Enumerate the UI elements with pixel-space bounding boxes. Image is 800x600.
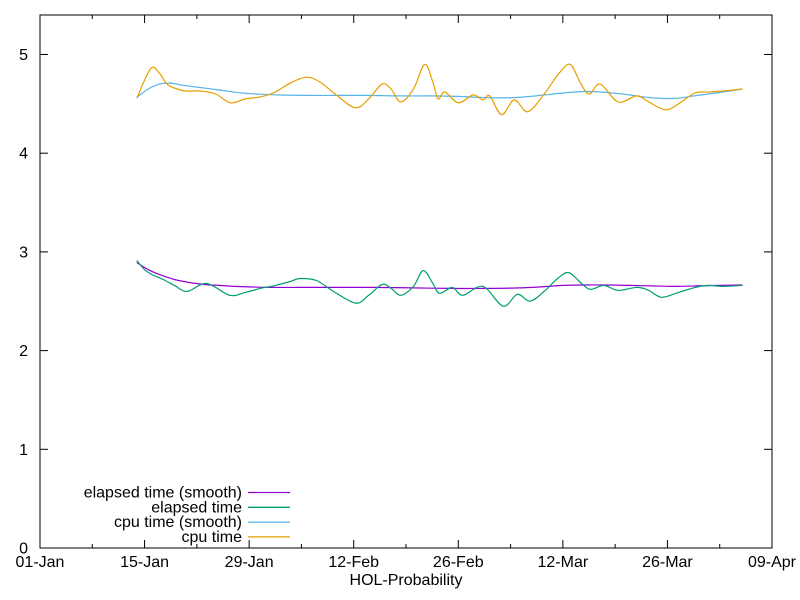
y-tick-label: 0 [19,541,28,558]
legend-label: elapsed time [151,499,242,516]
y-tick-label: 5 [19,47,28,64]
y-tick-label: 1 [19,442,28,459]
legend-label: cpu time (smooth) [114,514,242,531]
legend-label: elapsed time (smooth) [84,485,242,502]
x-tick-label: 12-Feb [328,554,379,571]
y-tick-label: 4 [19,146,28,163]
x-axis-title: HOL-Probability [349,572,463,589]
y-tick-label: 3 [19,244,28,261]
x-tick-label: 29-Jan [225,554,274,571]
series-line-elapsed-time [136,260,743,307]
legend-label: cpu time [182,529,243,546]
plot-border [39,14,773,549]
x-tick-label: 09-Apr [748,554,797,571]
x-tick-label: 15-Jan [120,554,169,571]
x-tick-label: 26-Feb [433,554,484,571]
x-tick-label: 26-Mar [642,554,693,571]
x-tick-label: 12-Mar [538,554,589,571]
series-line-cpu-time [136,63,743,116]
y-tick-label: 2 [19,343,28,360]
series-line-cpu-time-smooth [136,82,743,100]
series-line-elapsed-time-smooth [136,262,743,290]
x-tick-label: 01-Jan [16,554,65,571]
